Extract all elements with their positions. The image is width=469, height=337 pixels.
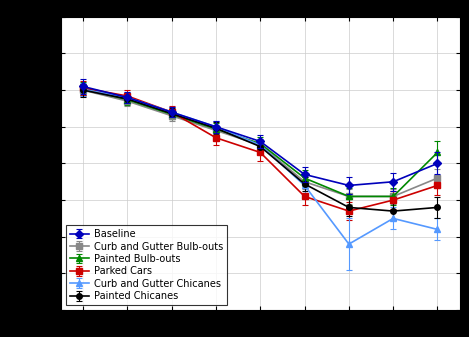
Legend: Baseline, Curb and Gutter Bulb-outs, Painted Bulb-outs, Parked Cars, Curb and Gu: Baseline, Curb and Gutter Bulb-outs, Pai… bbox=[66, 225, 227, 305]
